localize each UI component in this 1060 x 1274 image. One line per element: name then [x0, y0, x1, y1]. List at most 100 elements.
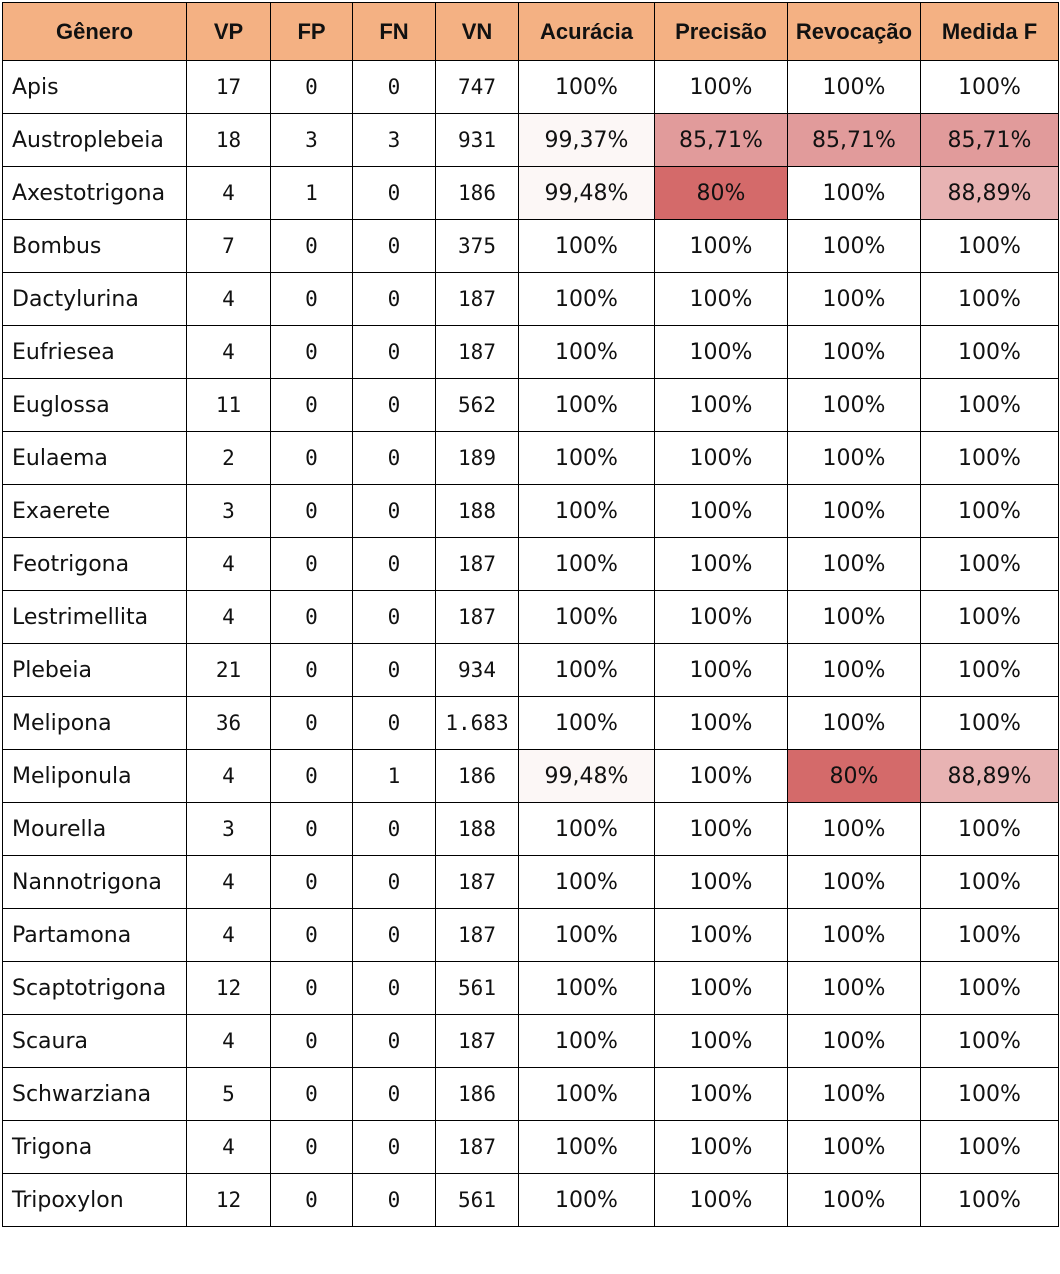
cell-genero: Euglossa [2, 378, 187, 432]
cell-revocacao: 100% [787, 590, 921, 644]
cell-fn: 0 [352, 908, 436, 962]
cell-vp: 3 [186, 484, 271, 538]
cell-fp: 0 [270, 1120, 353, 1174]
cell-vn: 1.683 [435, 696, 519, 750]
cell-fp: 0 [270, 590, 353, 644]
cell-vn: 187 [435, 590, 519, 644]
cell-fp: 0 [270, 802, 353, 856]
table-header: Gênero VP FP FN VN Acurácia Precisão Rev… [2, 2, 1059, 61]
cell-genero: Trigona [2, 1120, 187, 1174]
cell-vn: 187 [435, 537, 519, 591]
cell-genero: Mourella [2, 802, 187, 856]
cell-genero: Partamona [2, 908, 187, 962]
table-row: Scaptotrigona 12 0 0 561 100% 100% 100% 100% [2, 961, 1059, 1015]
cell-vp: 4 [186, 855, 271, 909]
cell-precisao: 85,71% [654, 113, 788, 167]
cell-acuracia: 100% [518, 643, 655, 697]
cell-precisao: 100% [654, 325, 788, 379]
table-row: Scaura 4 0 0 187 100% 100% 100% 100% [2, 1014, 1059, 1068]
cell-genero: Nannotrigona [2, 855, 187, 909]
header-fp: FP [270, 2, 353, 61]
cell-vn: 187 [435, 325, 519, 379]
table-row: Meliponula 4 0 1 186 99,48% 100% 80% 88,89% [2, 749, 1059, 803]
cell-acuracia: 100% [518, 378, 655, 432]
cell-fp: 0 [270, 749, 353, 803]
header-precisao: Precisão [654, 2, 788, 61]
cell-fp: 0 [270, 696, 353, 750]
cell-precisao: 100% [654, 431, 788, 485]
cell-fp: 0 [270, 643, 353, 697]
table-body: Apis 17 0 0 747 100% 100% 100% 100% Austroplebeia… [2, 60, 1059, 1227]
cell-fp: 0 [270, 378, 353, 432]
cell-fn: 0 [352, 378, 436, 432]
cell-precisao: 100% [654, 1173, 788, 1227]
cell-vp: 21 [186, 643, 271, 697]
cell-acuracia: 100% [518, 696, 655, 750]
cell-medida-f: 100% [920, 60, 1059, 114]
table-row: Tripoxylon 12 0 0 561 100% 100% 100% 100% [2, 1173, 1059, 1227]
cell-medida-f: 100% [920, 272, 1059, 326]
cell-vp: 4 [186, 590, 271, 644]
cell-fn: 0 [352, 219, 436, 273]
cell-revocacao: 100% [787, 325, 921, 379]
cell-medida-f: 85,71% [920, 113, 1059, 167]
table-row: Euglossa 11 0 0 562 100% 100% 100% 100% [2, 378, 1059, 432]
table-row: Exaerete 3 0 0 188 100% 100% 100% 100% [2, 484, 1059, 538]
cell-vp: 4 [186, 749, 271, 803]
cell-revocacao: 100% [787, 802, 921, 856]
cell-fn: 0 [352, 1120, 436, 1174]
cell-vp: 4 [186, 166, 271, 220]
cell-revocacao: 100% [787, 855, 921, 909]
table-row: Eufriesea 4 0 0 187 100% 100% 100% 100% [2, 325, 1059, 379]
cell-revocacao: 100% [787, 219, 921, 273]
cell-fp: 0 [270, 855, 353, 909]
cell-medida-f: 100% [920, 1014, 1059, 1068]
cell-vn: 562 [435, 378, 519, 432]
cell-revocacao: 100% [787, 166, 921, 220]
cell-vp: 12 [186, 1173, 271, 1227]
cell-genero: Scaptotrigona [2, 961, 187, 1015]
cell-vp: 36 [186, 696, 271, 750]
cell-acuracia: 100% [518, 484, 655, 538]
cell-precisao: 100% [654, 908, 788, 962]
cell-genero: Meliponula [2, 749, 187, 803]
cell-precisao: 100% [654, 749, 788, 803]
cell-fp: 0 [270, 1014, 353, 1068]
table-row: Lestrimellita 4 0 0 187 100% 100% 100% 100% [2, 590, 1059, 644]
table-row: Schwarziana 5 0 0 186 100% 100% 100% 100% [2, 1067, 1059, 1121]
cell-medida-f: 100% [920, 802, 1059, 856]
cell-revocacao: 100% [787, 908, 921, 962]
table-row: Feotrigona 4 0 0 187 100% 100% 100% 100% [2, 537, 1059, 591]
cell-fn: 1 [352, 749, 436, 803]
cell-vp: 4 [186, 325, 271, 379]
table-row: Dactylurina 4 0 0 187 100% 100% 100% 100% [2, 272, 1059, 326]
cell-precisao: 100% [654, 1120, 788, 1174]
cell-fn: 0 [352, 1067, 436, 1121]
header-revocacao: Revocação [787, 2, 921, 61]
cell-fn: 0 [352, 431, 436, 485]
cell-medida-f: 100% [920, 696, 1059, 750]
cell-acuracia: 100% [518, 537, 655, 591]
cell-vn: 186 [435, 1067, 519, 1121]
cell-medida-f: 100% [920, 855, 1059, 909]
cell-acuracia: 100% [518, 325, 655, 379]
cell-genero: Bombus [2, 219, 187, 273]
cell-fn: 0 [352, 696, 436, 750]
cell-fn: 0 [352, 484, 436, 538]
cell-precisao: 100% [654, 802, 788, 856]
cell-revocacao: 80% [787, 749, 921, 803]
cell-revocacao: 100% [787, 272, 921, 326]
cell-vp: 3 [186, 802, 271, 856]
cell-fp: 0 [270, 272, 353, 326]
cell-vp: 17 [186, 60, 271, 114]
cell-medida-f: 100% [920, 1120, 1059, 1174]
cell-genero: Tripoxylon [2, 1173, 187, 1227]
cell-revocacao: 85,71% [787, 113, 921, 167]
cell-genero: Apis [2, 60, 187, 114]
cell-precisao: 100% [654, 855, 788, 909]
table-row: Apis 17 0 0 747 100% 100% 100% 100% [2, 60, 1059, 114]
cell-precisao: 100% [654, 1014, 788, 1068]
table-row: Bombus 7 0 0 375 100% 100% 100% 100% [2, 219, 1059, 273]
cell-vp: 11 [186, 378, 271, 432]
cell-revocacao: 100% [787, 1067, 921, 1121]
